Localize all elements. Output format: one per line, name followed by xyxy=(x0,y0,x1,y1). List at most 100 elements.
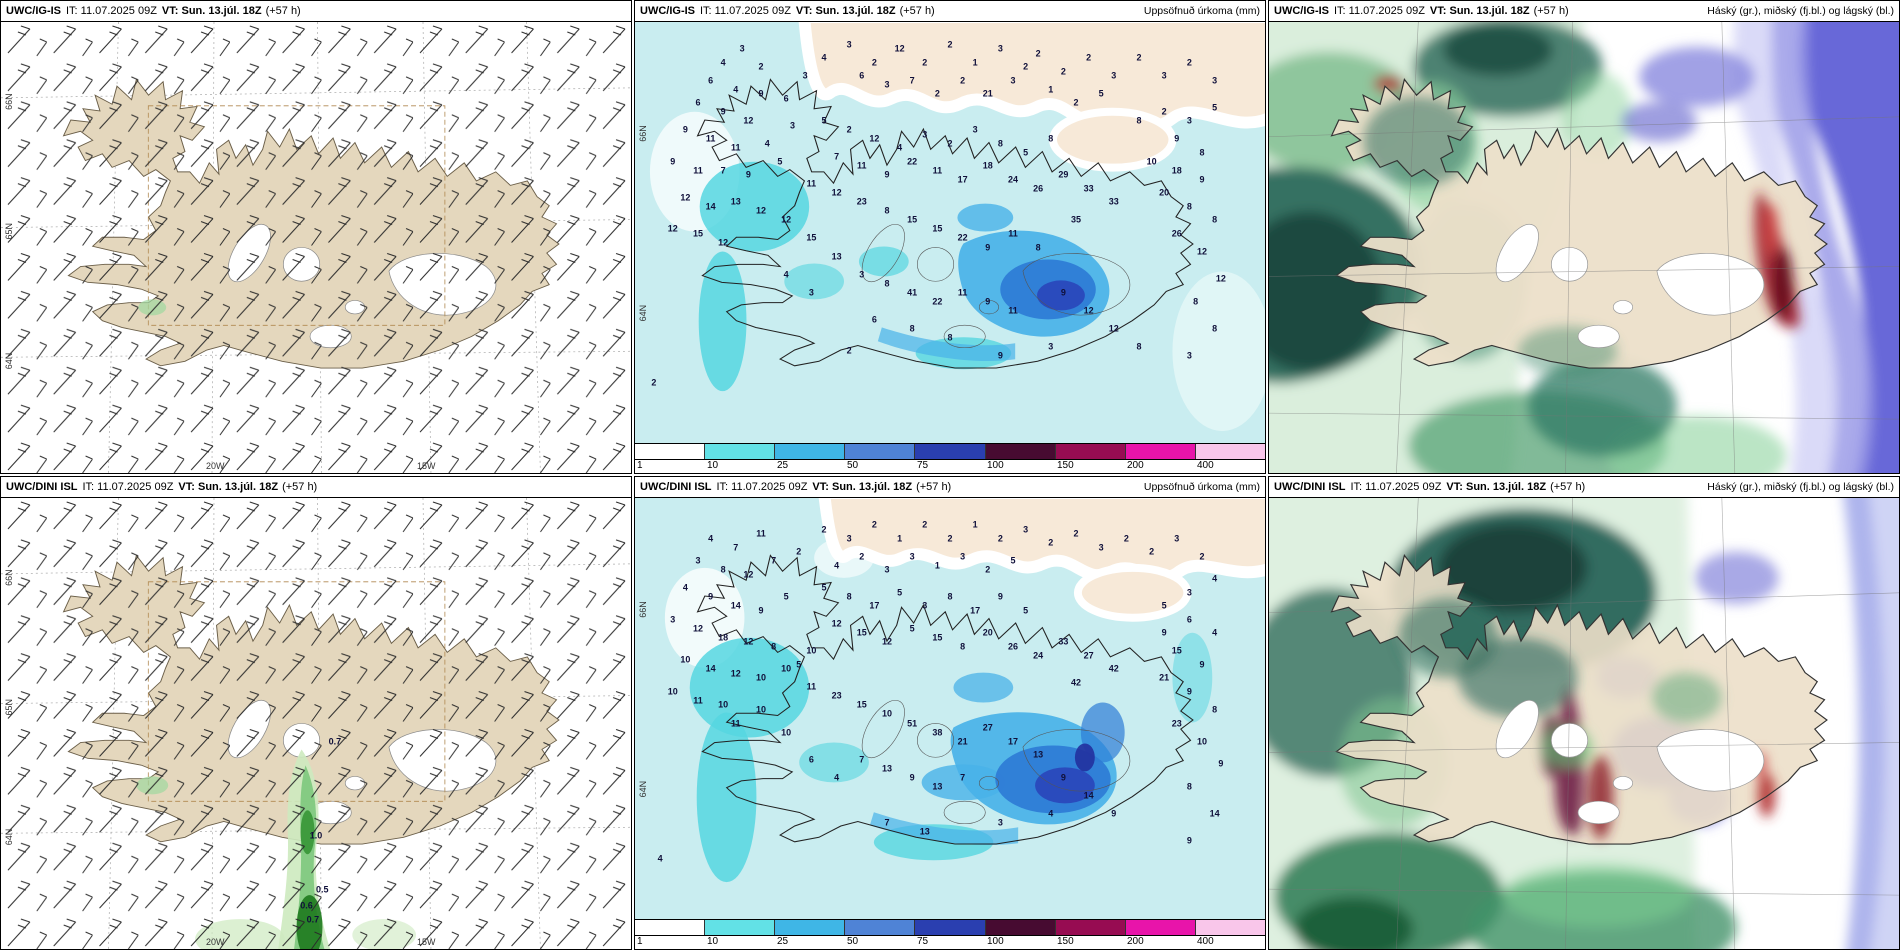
legend-color-bar xyxy=(635,444,1265,460)
run-info: UWC/IG-IS IT: 11.07.2025 09Z VT: Sun. 13.j… xyxy=(1274,5,1569,17)
lat-label: 64N xyxy=(4,829,14,845)
precip-legend: 1 10 25 50 75 100 150 200 400 xyxy=(635,919,1265,949)
panel-igis-precip: UWC/IG-IS IT: 11.07.2025 09Z VT: Sun. 13.j… xyxy=(634,0,1266,474)
panel-header: UWC/DINI ISL IT: 11.07.2025 09Z VT: Sun. 1… xyxy=(1269,477,1899,498)
panel-igis-clouds: UWC/IG-IS IT: 11.07.2025 09Z VT: Sun. 13.j… xyxy=(1268,0,1900,474)
legend-color-segment xyxy=(845,920,916,935)
legend-color-segment xyxy=(705,444,776,459)
cloud-map xyxy=(1269,498,1899,949)
panel-header: UWC/IG-IS IT: 11.07.2025 09Z VT: Sun. 13.j… xyxy=(1269,1,1899,22)
lat-label: 66N xyxy=(4,569,14,585)
legend-tick-labels: 1 10 25 50 75 100 150 200 400 xyxy=(635,936,1265,949)
legend-tick-label: 75 xyxy=(917,936,929,947)
wind-map-svg: 66N 65N 64N 20W 15W xyxy=(1,22,631,473)
field-title: Háský (gr.), miðský (fj.bl.) og lágský (… xyxy=(1707,481,1894,493)
lat-label: 66N xyxy=(4,93,14,109)
dry-area xyxy=(818,498,1265,584)
legend-tick-label: 10 xyxy=(707,460,719,471)
lat-label: 66N xyxy=(638,125,648,141)
wind-barbs-layer xyxy=(1,498,631,949)
lat-label: 66N xyxy=(638,601,648,617)
legend-color-segment xyxy=(1055,920,1126,935)
lon-label: 15W xyxy=(417,937,436,947)
run-info: UWC/DINI ISL IT: 11.07.2025 09Z VT: Sun. 1… xyxy=(640,481,951,493)
init-time: IT: 11.07.2025 09Z xyxy=(1334,5,1425,17)
panel-igis-wind: UWC/IG-IS IT: 11.07.2025 09Z VT: Sun. 13.j… xyxy=(0,0,632,474)
precip-legend: 1 10 25 50 75 100 150 200 400 xyxy=(635,443,1265,473)
field-title: Uppsöfnuð úrkoma (mm) xyxy=(1143,481,1260,493)
precip-shading-layer xyxy=(689,632,1213,883)
wind-map: 66N 65N 64N 20W 15W xyxy=(1,22,631,473)
precip-map: 66N 64N 4 3 2 6 4 9 6 9 12 9 11 11 4 9 11 7 9 5 12 14 13 12 12… xyxy=(635,22,1265,473)
init-time: IT: 11.07.2025 09Z xyxy=(82,481,174,493)
lat-label: 64N xyxy=(4,353,14,369)
legend-color-segment xyxy=(1125,444,1196,459)
precip-map-svg: 66N 64N xyxy=(635,498,1265,949)
run-info: UWC/DINI ISL IT: 11.07.2025 09Z VT: Sun. 1… xyxy=(1274,481,1585,493)
model-name: UWC/IG-IS xyxy=(6,5,61,17)
legend-tick-label: 400 xyxy=(1197,460,1214,471)
model-name: UWC/IG-IS xyxy=(640,5,695,17)
cloud-map-svg xyxy=(1269,22,1899,473)
legend-color-segment xyxy=(635,444,706,459)
legend-tick-label: 100 xyxy=(987,936,1004,947)
legend-color-segment xyxy=(635,920,706,935)
model-name: UWC/DINI ISL xyxy=(1274,481,1346,493)
precip-map-svg: 66N 64N xyxy=(635,22,1265,473)
model-name: UWC/IG-IS xyxy=(1274,5,1329,17)
precip-map: 66N 64N 4 7 11 3 8 12 7 4 9 14 9 5 3 12 18 12 8 10 14 12 10 5… xyxy=(635,498,1265,949)
dry-area xyxy=(798,22,1265,132)
legend-color-segment xyxy=(1195,444,1265,459)
lead-time: (+57 h) xyxy=(1550,481,1586,493)
init-time: IT: 11.07.2025 09Z xyxy=(1350,481,1442,493)
panel-header: UWC/DINI ISL IT: 11.07.2025 09Z VT: Sun. 1… xyxy=(1,477,631,498)
legend-tick-label: 10 xyxy=(707,936,719,947)
legend-color-segment xyxy=(985,444,1056,459)
lead-time: (+57 h) xyxy=(282,481,318,493)
panel-dini-wind: UWC/DINI ISL IT: 11.07.2025 09Z VT: Sun. 1… xyxy=(0,476,632,950)
legend-tick-label: 150 xyxy=(1057,460,1074,471)
init-time: IT: 11.07.2025 09Z xyxy=(700,5,791,17)
legend-tick-label: 150 xyxy=(1057,936,1074,947)
legend-tick-label: 200 xyxy=(1127,460,1144,471)
legend-color-segment xyxy=(1055,444,1126,459)
panel-dini-clouds: UWC/DINI ISL IT: 11.07.2025 09Z VT: Sun. 1… xyxy=(1268,476,1900,950)
panel-header: UWC/DINI ISL IT: 11.07.2025 09Z VT: Sun. 1… xyxy=(635,477,1265,498)
lead-time: (+57 h) xyxy=(1533,5,1569,17)
valid-time: VT: Sun. 13.júl. 18Z xyxy=(161,5,262,17)
legend-tick-label: 25 xyxy=(777,460,789,471)
legend-color-segment xyxy=(1125,920,1196,935)
lat-label: 65N xyxy=(4,223,14,239)
graticule-layer xyxy=(1269,498,1899,949)
model-name: UWC/DINI ISL xyxy=(6,481,78,493)
panel-dini-precip: UWC/DINI ISL IT: 11.07.2025 09Z VT: Sun. 1… xyxy=(634,476,1266,950)
lon-label: 15W xyxy=(417,461,436,471)
run-info: UWC/IG-IS IT: 11.07.2025 09Z VT: Sun. 13.j… xyxy=(640,5,935,17)
legend-color-segment xyxy=(1195,920,1265,935)
valid-time: VT: Sun. 13.júl. 18Z xyxy=(812,481,913,493)
graticule-layer xyxy=(1269,22,1899,473)
lat-label: 65N xyxy=(4,699,14,715)
valid-time: VT: Sun. 13.júl. 18Z xyxy=(178,481,279,493)
legend-tick-label: 200 xyxy=(1127,936,1144,947)
lon-label: 20W xyxy=(206,461,225,471)
legend-color-segment xyxy=(775,444,846,459)
legend-tick-label: 25 xyxy=(777,936,789,947)
legend-tick-labels: 1 10 25 50 75 100 150 200 400 xyxy=(635,460,1265,473)
legend-tick-label: 1 xyxy=(637,936,643,947)
legend-tick-label: 50 xyxy=(847,460,859,471)
wind-barbs-layer xyxy=(1,22,631,473)
run-info: UWC/DINI ISL IT: 11.07.2025 09Z VT: Sun. 1… xyxy=(6,481,317,493)
lat-label: 64N xyxy=(638,781,648,797)
legend-color-segment xyxy=(915,920,986,935)
cloud-map xyxy=(1269,22,1899,473)
panel-header: UWC/IG-IS IT: 11.07.2025 09Z VT: Sun. 13.j… xyxy=(1,1,631,22)
legend-color-segment xyxy=(775,920,846,935)
wind-map-svg: 66N 65N 64N 20W 15W xyxy=(1,498,631,949)
precip-shading-layer xyxy=(698,161,1110,392)
init-time: IT: 11.07.2025 09Z xyxy=(66,5,157,17)
legend-color-segment xyxy=(985,920,1056,935)
lead-time: (+57 h) xyxy=(265,5,301,17)
lon-label: 20W xyxy=(206,937,225,947)
